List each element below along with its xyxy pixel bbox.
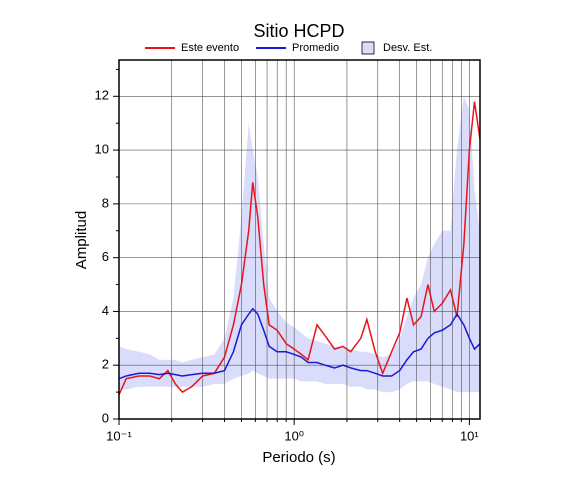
x-tick-label: 10⁻¹ <box>106 428 132 443</box>
legend-swatch <box>361 41 375 55</box>
y-tick-label: 10 <box>95 142 109 157</box>
legend-label: Desv. Est. <box>383 42 432 54</box>
y-axis-label: Amplitud <box>73 211 90 269</box>
series-line <box>118 101 481 396</box>
y-tick-label: 0 <box>102 410 109 425</box>
x-axis-label: Periodo (s) <box>262 449 335 466</box>
y-tick-label: 2 <box>102 357 109 372</box>
std-band <box>119 96 480 393</box>
series-line <box>118 307 481 380</box>
chart-title: Sitio HCPD <box>253 21 344 41</box>
y-tick-label: 4 <box>102 303 109 318</box>
plot-frame <box>118 59 481 420</box>
legend-label: Promedio <box>292 42 339 54</box>
legend-label: Este evento <box>181 42 239 54</box>
y-tick-label: 8 <box>102 195 109 210</box>
y-tick-label: 6 <box>102 249 109 264</box>
x-tick-label: 10¹ <box>460 428 479 443</box>
x-tick-label: 10⁰ <box>284 428 304 443</box>
y-tick-label: 12 <box>95 88 109 103</box>
